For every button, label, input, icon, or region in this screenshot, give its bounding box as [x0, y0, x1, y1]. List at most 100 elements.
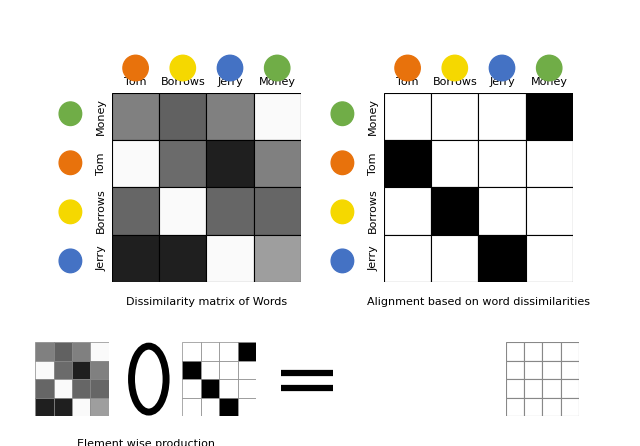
Bar — [90, 379, 109, 397]
Bar — [479, 140, 525, 187]
Bar — [237, 361, 256, 379]
Text: Tom: Tom — [124, 77, 147, 87]
Bar — [35, 379, 54, 397]
Bar — [506, 361, 524, 379]
Text: Borrows: Borrows — [97, 189, 106, 233]
Bar — [524, 342, 543, 361]
Bar — [90, 397, 109, 416]
Text: Money: Money — [531, 77, 568, 87]
Bar — [219, 379, 237, 397]
Ellipse shape — [442, 55, 467, 81]
Bar — [112, 140, 159, 187]
Text: Alignment based on word dissimilarities: Alignment based on word dissimilarities — [367, 297, 590, 306]
Bar — [506, 342, 524, 361]
Bar — [35, 397, 54, 416]
Bar — [524, 397, 543, 416]
Text: Money: Money — [369, 98, 378, 135]
Text: Borrows: Borrows — [369, 189, 378, 233]
Bar — [159, 235, 206, 282]
Bar — [384, 187, 431, 235]
Bar — [479, 235, 525, 282]
Text: Money: Money — [97, 98, 106, 135]
Bar — [206, 93, 253, 140]
Text: Jerry: Jerry — [369, 245, 378, 271]
Bar — [90, 361, 109, 379]
Ellipse shape — [132, 346, 166, 412]
Bar — [182, 397, 201, 416]
Bar — [479, 187, 525, 235]
Ellipse shape — [331, 151, 354, 174]
Bar — [561, 379, 579, 397]
Bar — [206, 235, 253, 282]
Ellipse shape — [490, 55, 515, 81]
Ellipse shape — [331, 102, 354, 125]
Bar — [253, 187, 301, 235]
Ellipse shape — [395, 55, 420, 81]
Ellipse shape — [59, 151, 82, 174]
Ellipse shape — [59, 249, 82, 273]
Bar — [561, 342, 579, 361]
Bar — [54, 342, 72, 361]
Text: Tom: Tom — [396, 77, 419, 87]
Bar — [237, 397, 256, 416]
Bar — [112, 93, 159, 140]
Bar — [384, 140, 431, 187]
Bar — [431, 93, 479, 140]
Bar — [182, 361, 201, 379]
Bar — [201, 361, 219, 379]
Bar — [182, 379, 201, 397]
Bar — [72, 342, 90, 361]
Bar — [112, 235, 159, 282]
Bar — [72, 379, 90, 397]
Bar — [159, 140, 206, 187]
Bar — [561, 397, 579, 416]
Bar — [182, 342, 201, 361]
Bar — [90, 342, 109, 361]
Ellipse shape — [123, 55, 148, 81]
Bar — [112, 187, 159, 235]
Bar — [506, 379, 524, 397]
Ellipse shape — [218, 55, 243, 81]
Bar — [219, 361, 237, 379]
Ellipse shape — [170, 55, 195, 81]
Text: Jerry: Jerry — [217, 77, 243, 87]
Bar — [543, 379, 561, 397]
Ellipse shape — [536, 55, 562, 81]
Text: Tom: Tom — [97, 153, 106, 175]
Text: Element wise production: Element wise production — [77, 439, 214, 446]
Bar — [201, 342, 219, 361]
Bar — [201, 397, 219, 416]
Bar — [506, 397, 524, 416]
Ellipse shape — [331, 249, 354, 273]
Ellipse shape — [59, 200, 82, 223]
Bar — [35, 361, 54, 379]
Bar — [253, 93, 301, 140]
Text: Tom: Tom — [369, 153, 378, 175]
Text: Borrows: Borrows — [433, 77, 477, 87]
Bar — [431, 235, 479, 282]
Bar — [72, 397, 90, 416]
Bar — [159, 187, 206, 235]
Bar — [525, 187, 573, 235]
Bar — [431, 187, 479, 235]
Bar — [561, 361, 579, 379]
Bar — [525, 235, 573, 282]
Bar — [524, 379, 543, 397]
Ellipse shape — [264, 55, 290, 81]
Bar — [54, 361, 72, 379]
Bar — [543, 397, 561, 416]
Text: Money: Money — [259, 77, 296, 87]
Bar — [219, 397, 237, 416]
Bar — [219, 342, 237, 361]
Bar — [524, 361, 543, 379]
Bar — [253, 140, 301, 187]
Bar — [253, 235, 301, 282]
Bar — [237, 379, 256, 397]
Text: Dissimilarity matrix of Words: Dissimilarity matrix of Words — [126, 297, 287, 306]
Bar — [543, 361, 561, 379]
Bar — [206, 140, 253, 187]
Ellipse shape — [331, 200, 354, 223]
Bar — [201, 379, 219, 397]
Bar — [237, 342, 256, 361]
Bar — [384, 93, 431, 140]
